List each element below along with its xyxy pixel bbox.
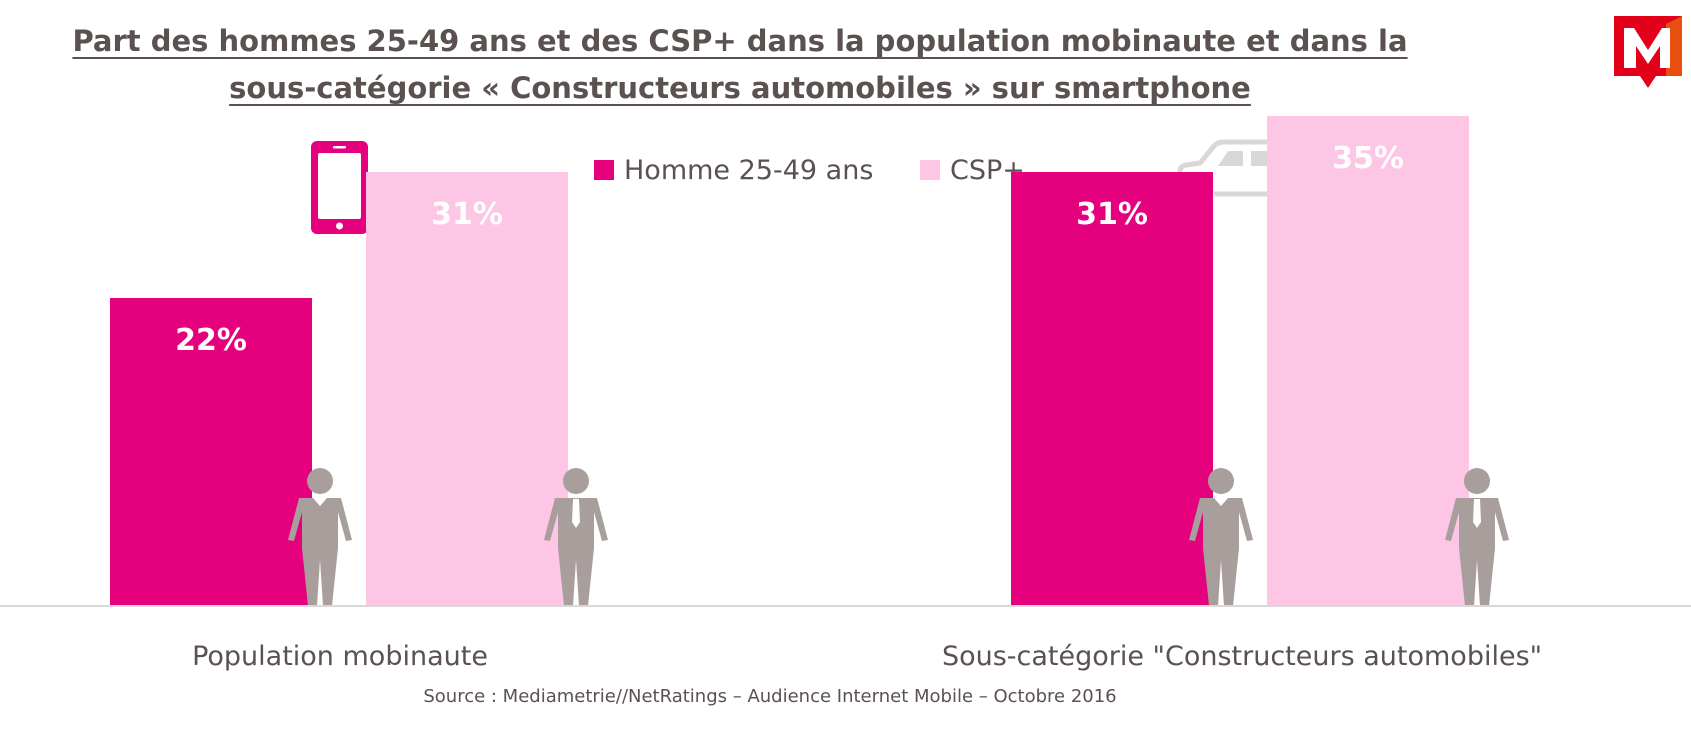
bar-men-2 — [1011, 172, 1213, 606]
category-label: Population mobinaute — [192, 641, 488, 672]
smartphone-icon — [311, 141, 368, 234]
category-label: Sous-catégorie "Constructeurs automobile… — [942, 641, 1542, 672]
legend-label-men: Homme 25-49 ans — [624, 154, 874, 186]
bar-value-label: 35% — [1332, 141, 1404, 176]
legend-item-men: Homme 25-49 ans — [594, 150, 873, 190]
legend-swatch-csp — [920, 160, 940, 180]
man-icon — [288, 468, 352, 606]
source-note: Source : Mediametrie//NetRatings – Audie… — [423, 686, 1117, 707]
man-with-tie-icon — [544, 468, 608, 606]
mediametrie-logo-icon — [1614, 16, 1682, 88]
legend-swatch-men — [594, 160, 614, 180]
man-icon — [1189, 468, 1253, 606]
bar-value-label: 31% — [1076, 197, 1148, 232]
bar-value-label: 31% — [431, 197, 503, 232]
bar-csp-1 — [366, 172, 568, 606]
bar-value-label: 22% — [175, 323, 247, 358]
man-with-tie-icon — [1445, 468, 1509, 606]
chart-title: Part des hommes 25-49 ans et des CSP+ da… — [72, 24, 1408, 105]
bar-csp-2 — [1267, 116, 1469, 606]
bar-men-1 — [110, 298, 312, 606]
